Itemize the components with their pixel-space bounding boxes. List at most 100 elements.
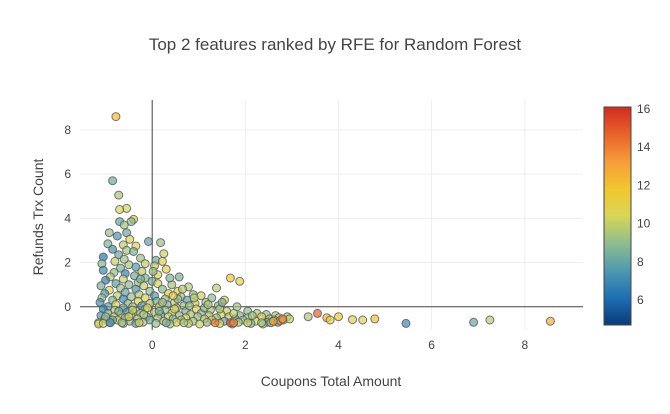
data-point xyxy=(268,316,278,326)
data-point xyxy=(370,314,380,324)
data-point xyxy=(401,318,411,328)
colorbar-tick-label: 12 xyxy=(637,178,651,192)
data-point xyxy=(189,293,199,303)
x-tick-label: 4 xyxy=(335,338,342,352)
data-point xyxy=(114,190,124,200)
data-point xyxy=(114,306,124,316)
data-point xyxy=(143,303,152,313)
data-point xyxy=(168,291,178,301)
data-point xyxy=(165,273,175,283)
data-point xyxy=(131,262,141,272)
y-tick-label: 8 xyxy=(64,123,71,137)
data-point xyxy=(134,318,144,328)
data-point xyxy=(96,281,106,291)
data-point xyxy=(108,244,118,254)
chart-title: Top 2 features ranked by RFE for Random … xyxy=(149,35,522,54)
data-point xyxy=(110,256,120,266)
data-point xyxy=(157,256,167,266)
data-point xyxy=(154,306,164,316)
data-point xyxy=(157,297,167,307)
data-point xyxy=(136,253,145,263)
data-point xyxy=(125,234,135,244)
colorbar-ticks: 6 8 10 12 14 16 xyxy=(637,102,651,307)
data-point xyxy=(148,266,158,276)
data-point xyxy=(174,272,184,282)
colorbar-tick-label: 16 xyxy=(637,102,651,116)
colorbar xyxy=(603,106,632,326)
data-point xyxy=(159,249,169,259)
colorbar-tick-label: 8 xyxy=(637,255,644,269)
x-tick-label: 2 xyxy=(242,338,249,352)
data-point xyxy=(156,238,166,248)
x-tick-label: 0 xyxy=(149,338,156,352)
data-point xyxy=(119,220,129,230)
data-point xyxy=(247,311,257,321)
data-point xyxy=(140,259,150,269)
data-point xyxy=(144,237,153,246)
x-axis-ticks: 0 2 4 6 8 xyxy=(149,338,529,352)
data-point xyxy=(257,318,267,328)
data-point xyxy=(334,312,343,322)
data-point xyxy=(184,301,194,311)
data-point xyxy=(128,305,138,315)
data-point xyxy=(313,308,322,318)
data-point xyxy=(105,318,115,328)
data-point xyxy=(303,312,313,322)
data-point xyxy=(210,318,220,328)
data-point xyxy=(161,264,171,274)
colorbar-tick-label: 6 xyxy=(637,293,644,307)
data-point xyxy=(469,317,479,327)
x-tick-label: 8 xyxy=(521,338,528,352)
data-point xyxy=(124,280,134,290)
data-point xyxy=(126,217,136,227)
x-tick-label: 6 xyxy=(428,338,435,352)
data-point xyxy=(136,274,145,284)
y-tick-label: 6 xyxy=(64,167,71,181)
data-point xyxy=(348,315,357,325)
data-point xyxy=(212,283,221,293)
data-point xyxy=(195,319,205,329)
data-point xyxy=(118,274,128,284)
data-point xyxy=(229,318,239,328)
data-point xyxy=(129,247,139,256)
data-point xyxy=(157,284,167,294)
data-point xyxy=(124,312,134,322)
data-point xyxy=(207,293,217,303)
data-point xyxy=(225,273,235,283)
data-point xyxy=(485,315,495,325)
data-point xyxy=(203,300,213,310)
data-point xyxy=(229,308,239,318)
data-point xyxy=(178,284,187,294)
data-point xyxy=(179,318,189,328)
data-point xyxy=(202,317,212,327)
y-axis-ticks: 0 2 4 6 8 xyxy=(64,123,71,314)
data-point xyxy=(117,318,127,328)
y-tick-label: 0 xyxy=(64,300,71,314)
data-point xyxy=(217,297,227,307)
y-tick-label: 2 xyxy=(64,256,71,270)
data-point xyxy=(170,304,179,314)
data-point xyxy=(545,316,555,326)
data-point xyxy=(161,318,171,328)
y-axis-title: Refunds Trx Count xyxy=(30,159,46,276)
colorbar-tick-label: 14 xyxy=(637,140,651,154)
data-point xyxy=(325,315,335,325)
data-point xyxy=(98,265,108,275)
data-point xyxy=(235,276,245,286)
data-point xyxy=(108,176,118,186)
data-point xyxy=(140,293,150,303)
data-point xyxy=(278,314,288,324)
data-point xyxy=(358,315,368,325)
data-point xyxy=(112,231,122,241)
data-point xyxy=(111,112,121,122)
data-point xyxy=(115,205,125,214)
x-axis-title: Coupons Total Amount xyxy=(261,373,402,389)
data-point xyxy=(119,254,129,264)
data-point xyxy=(104,228,114,238)
colorbar-tick-label: 10 xyxy=(637,217,651,231)
data-point xyxy=(139,310,149,319)
y-tick-label: 4 xyxy=(64,211,71,225)
data-points xyxy=(94,112,555,329)
data-point xyxy=(151,318,161,328)
